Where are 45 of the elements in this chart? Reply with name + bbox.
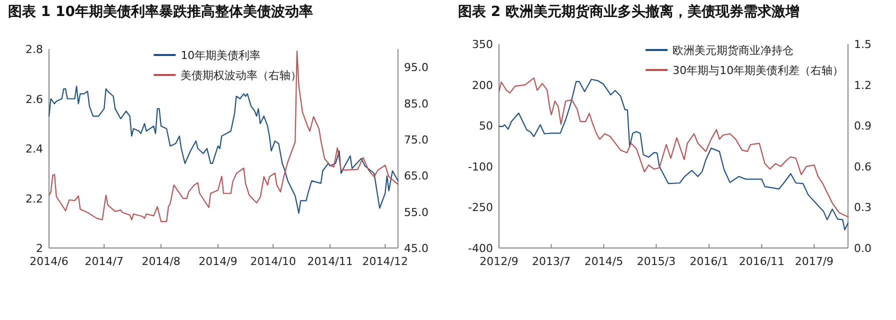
- legend-label: 10年期美债利率: [180, 49, 261, 62]
- x-tick-label: 2012/9: [480, 254, 518, 268]
- y2-tick-label: 0.3: [854, 201, 872, 214]
- y2-tick-label: 95.0: [404, 61, 428, 74]
- y-tick-label: -400: [468, 242, 493, 255]
- y2-tick-label: 45.0: [404, 242, 428, 255]
- y-tick-label: 2.2: [26, 192, 43, 206]
- x-tick-label: 2014/7: [84, 254, 124, 268]
- y-tick-label: 50: [479, 120, 493, 133]
- y2-tick-label: 65.0: [404, 170, 428, 183]
- y-tick-label: 2.4: [26, 142, 43, 156]
- x-tick-label: 2014/11: [307, 254, 353, 268]
- x-tick-label: 2014/9: [198, 254, 238, 268]
- y-tick-label: 350: [472, 38, 493, 51]
- x-tick-label: 2014/6: [30, 254, 68, 268]
- x-tick-label: 2014/10: [250, 254, 296, 268]
- x-tick-label: 2017/9: [794, 254, 834, 268]
- legend-label: 30年期与10年期美债利差（右轴）: [672, 64, 844, 77]
- chart-title: 图表 2 欧洲美元期货商业多头撤离，美债现券需求激增: [458, 3, 800, 20]
- y-tick-label: 2.8: [26, 43, 43, 56]
- y2-tick-label: 85.0: [404, 97, 428, 110]
- y-tick-label: 2.6: [26, 92, 43, 106]
- y2-tick-label: 0.6: [854, 160, 872, 174]
- y2-tick-label: 1.5: [854, 38, 872, 51]
- y-tick-label: -100: [468, 160, 493, 174]
- y-tick-label: 200: [472, 78, 493, 92]
- line-series: [48, 86, 399, 214]
- legend-label: 美债期权波动率（右轴）: [180, 69, 302, 82]
- line-series: [48, 50, 399, 222]
- x-tick-label: 2014/5: [584, 254, 624, 268]
- x-tick-label: 2015/3: [636, 254, 676, 268]
- y2-tick-label: 0.0: [854, 242, 872, 255]
- y-tick-label: -250: [468, 201, 493, 214]
- y-tick-label: 2: [36, 242, 43, 255]
- x-tick-label: 2016/1: [690, 254, 728, 268]
- x-tick-label: 2014/8: [142, 254, 180, 268]
- x-tick-label: 2014/12: [362, 254, 408, 268]
- chart-title: 图表 1 10年期美债利率暴跌推高整体美债波动率: [8, 3, 313, 20]
- y2-tick-label: 1.2: [854, 78, 872, 92]
- y2-tick-label: 0.9: [854, 120, 872, 133]
- x-tick-label: 2013/7: [532, 254, 571, 268]
- x-tick-label: 2016/11: [738, 254, 785, 268]
- legend-label: 欧洲美元期货商业净持仓: [672, 44, 794, 57]
- y2-tick-label: 55.0: [404, 206, 428, 219]
- y2-tick-label: 75.0: [404, 133, 428, 146]
